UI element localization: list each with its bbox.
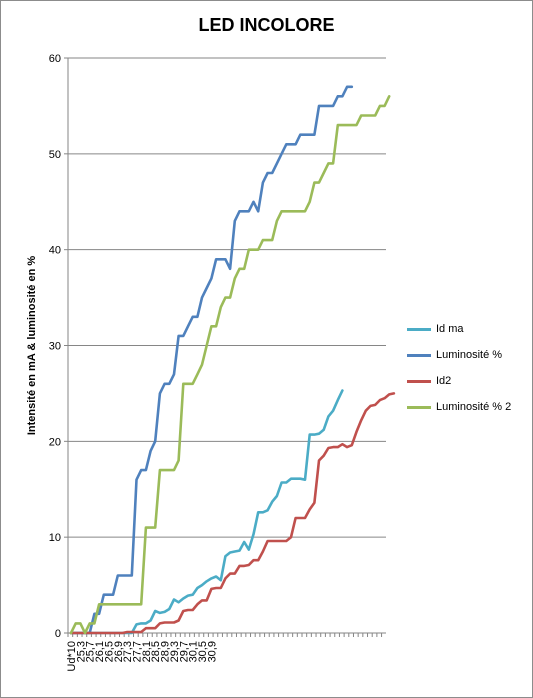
legend-label: Id2 (436, 375, 452, 387)
legend-swatch (407, 327, 431, 331)
y-tick-label: 20 (49, 436, 61, 448)
legend-swatch (407, 405, 431, 409)
x-tick-label: 26,5 (103, 641, 115, 662)
x-tick-label: 29,3 (169, 641, 181, 662)
legend-item: Luminosité % 2 (407, 401, 511, 413)
y-tick-label: 40 (49, 245, 61, 257)
legend-label: Id ma (436, 323, 464, 335)
legend-swatch (407, 379, 431, 383)
y-tick-label: 50 (49, 149, 61, 161)
x-tick-label: 30,5 (197, 641, 209, 662)
y-tick-label: 30 (49, 341, 61, 353)
legend-item: Luminosité % (407, 349, 511, 361)
x-tick-label: 30,9 (206, 641, 218, 662)
x-tick-label: 30,1 (188, 641, 200, 662)
y-tick-label: 0 (55, 628, 61, 640)
x-tick-label: 25,3 (75, 641, 87, 662)
x-tick-label: 26,1 (94, 641, 106, 662)
y-axis-title: Intensité en mA & luminosité en % (26, 256, 38, 436)
series-line (69, 85, 354, 635)
x-tick-label: 27,3 (122, 641, 134, 662)
legend-label: Luminosité % (436, 349, 503, 361)
y-tick-label: 60 (49, 53, 61, 65)
series-line (69, 392, 396, 635)
legend-label: Luminosité % 2 (436, 401, 512, 413)
x-tick-label: 25,7 (85, 641, 97, 662)
x-tick-label: Ud*10 (66, 641, 78, 672)
legend-item: Id ma (407, 323, 511, 335)
x-tick-label: 29,7 (178, 641, 190, 662)
legend-swatch (407, 353, 431, 357)
x-tick-label: 28,5 (150, 641, 162, 662)
x-tick-label: 28,1 (141, 641, 153, 662)
x-tick-label: 28,9 (160, 641, 172, 662)
legend-item: Id2 (407, 375, 511, 387)
series-line (69, 389, 344, 635)
chart-legend: Id ma Luminosité % Id2 Luminosité % 2 (407, 323, 511, 427)
chart-title: LED INCOLORE (198, 15, 335, 35)
series-line (69, 95, 391, 635)
x-tick-label: 27,7 (132, 641, 144, 662)
x-tick-label: 26,9 (113, 641, 125, 662)
y-tick-label: 10 (49, 532, 61, 544)
